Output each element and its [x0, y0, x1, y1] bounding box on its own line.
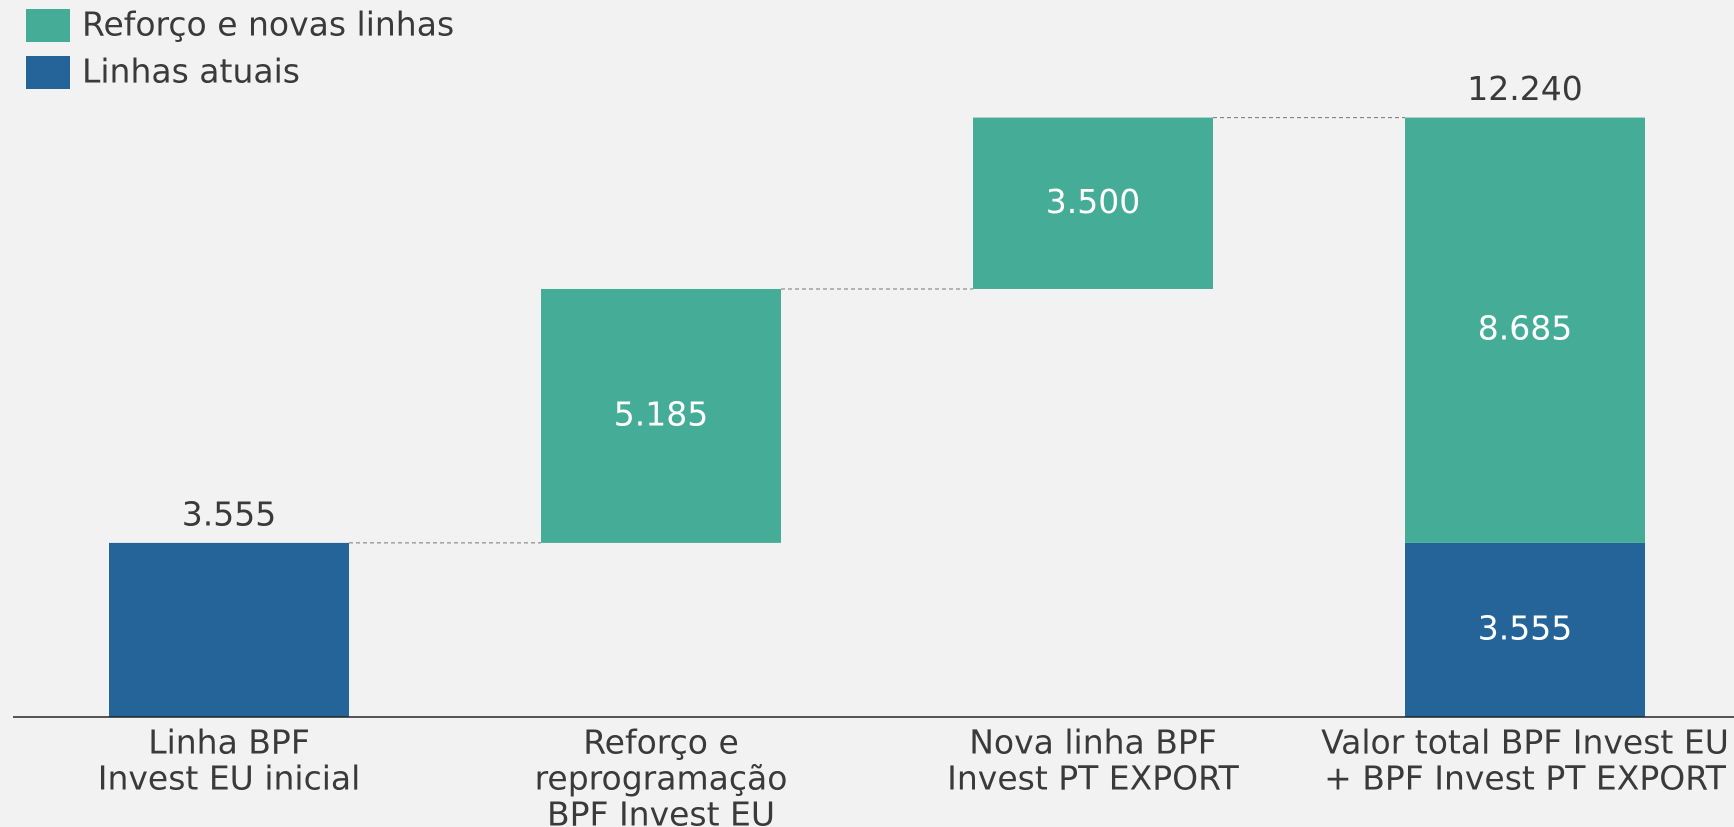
x-tick-label: Nova linha BPF	[969, 723, 1217, 762]
x-tick-label: reprogramação	[535, 759, 788, 798]
value-label: 5.185	[614, 394, 708, 433]
legend-label: Reforço e novas linhas	[82, 5, 454, 44]
legend-swatch	[26, 9, 70, 42]
legend-label: Linhas atuais	[82, 52, 300, 91]
x-tick-label: + BPF Invest PT EXPORT	[1324, 759, 1727, 798]
value-label: 3.555	[1478, 608, 1572, 647]
bar	[109, 543, 349, 717]
total-label: 12.240	[1467, 69, 1582, 108]
x-tick-label: Linha BPF	[148, 723, 310, 762]
x-tick-label: Reforço e	[583, 723, 739, 762]
x-tick-label: BPF Invest EU	[547, 795, 775, 827]
legend-swatch	[26, 56, 70, 89]
chart: Reforço e novas linhas Linhas atuais 3.555…	[0, 0, 1734, 827]
value-label: 3.500	[1046, 182, 1140, 221]
x-tick-label: Invest PT EXPORT	[947, 759, 1240, 798]
x-tick-label: Invest EU inicial	[98, 759, 361, 798]
value-label: 3.555	[182, 494, 276, 533]
value-label: 8.685	[1478, 309, 1572, 348]
x-tick-label: Valor total BPF Invest EU	[1321, 723, 1729, 762]
